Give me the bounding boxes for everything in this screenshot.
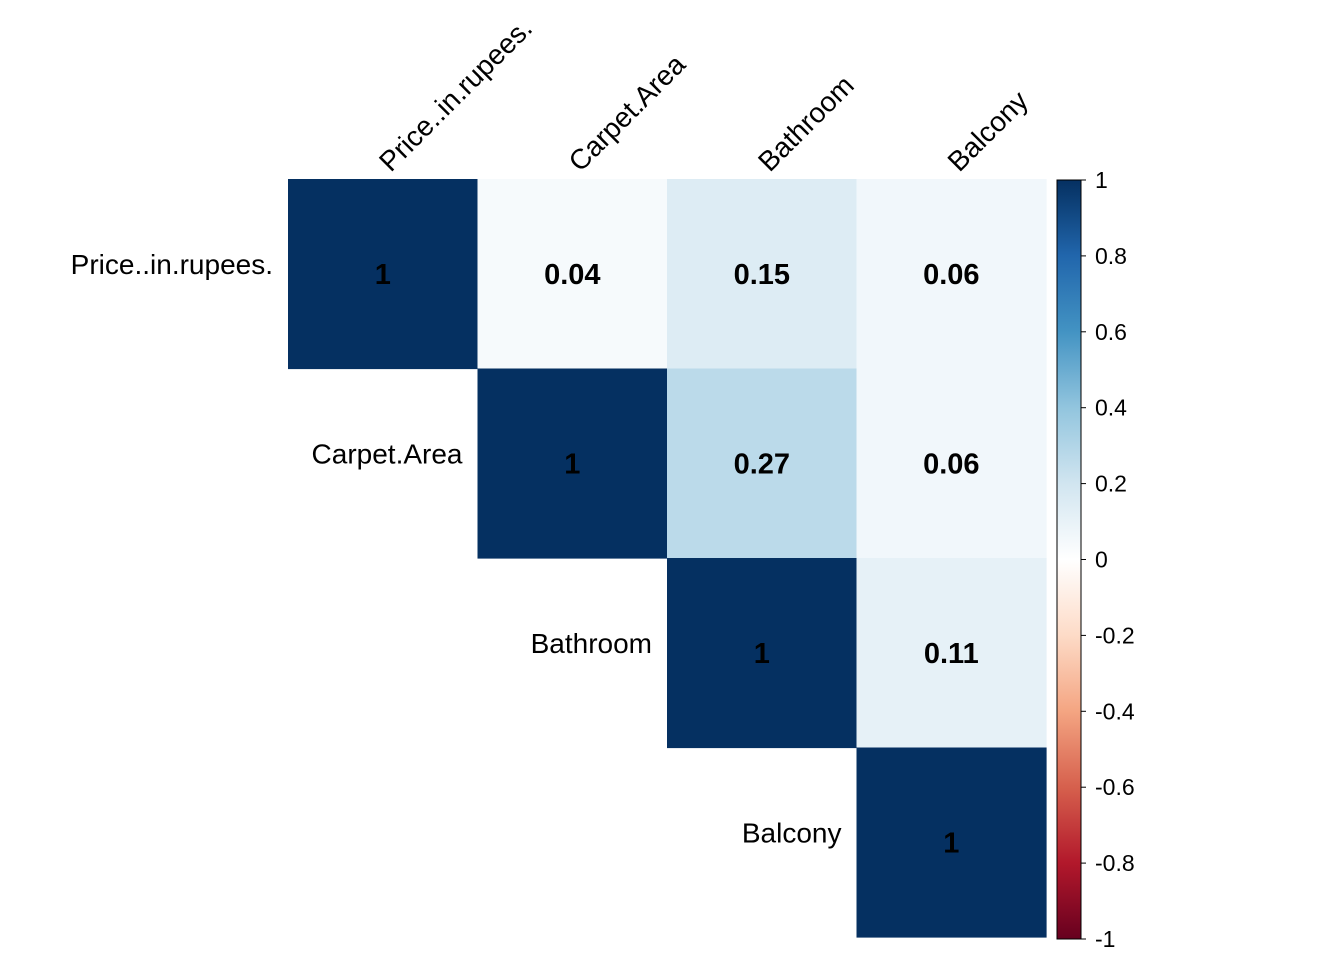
heatmap-cell	[288, 179, 479, 370]
color-legend-tick-label: 0.8	[1095, 243, 1127, 269]
color-legend: 1 0.8 0.6 0.4 0.2 0 -0.2 -0.4 -0.6 -0.8 -1	[1056, 167, 1135, 952]
cell-value-label: 1	[754, 638, 770, 670]
heatmap-cell	[856, 747, 1047, 938]
color-legend-tick-label: 0.4	[1095, 395, 1127, 421]
color-legend-bar	[1056, 179, 1082, 940]
color-legend-tick-label: -0.4	[1095, 698, 1135, 724]
color-legend-tick-label: -0.2	[1095, 622, 1135, 648]
cell-value-label: 1	[943, 827, 959, 859]
column-label: Price..in.rupees.	[373, 12, 538, 177]
cell-value-label: 1	[564, 448, 580, 480]
cell-value-label: 0.15	[734, 259, 790, 291]
column-label: Balcony	[942, 85, 1034, 177]
heatmap-cell	[856, 368, 1047, 559]
color-legend-ticks: 1 0.8 0.6 0.4 0.2 0 -0.2 -0.4 -0.6 -0.8 -1	[1081, 167, 1135, 952]
heatmap-cell	[477, 179, 668, 370]
row-label: Balcony	[742, 817, 842, 848]
color-legend-tick-label: -0.6	[1095, 774, 1135, 800]
cell-value-label: 0.06	[923, 448, 979, 480]
color-legend-tick-label: 0.2	[1095, 471, 1127, 497]
color-legend-tick-label: 0	[1095, 547, 1108, 573]
cell-value-label: 0.06	[923, 259, 979, 291]
row-labels: Price..in.rupees. Carpet.Area Bathroom Balc…	[71, 249, 842, 849]
column-labels: Price..in.rupees. Carpet.Area Bathroom Balc…	[373, 12, 1034, 177]
cell-value-label: 0.11	[924, 638, 979, 670]
color-legend-tick-label: -0.8	[1095, 850, 1135, 876]
heatmap-cell	[856, 179, 1047, 370]
heatmap-cell	[667, 368, 858, 559]
cell-value-label: 0.04	[544, 259, 600, 291]
column-label: Bathroom	[752, 69, 860, 177]
row-label: Price..in.rupees.	[71, 249, 273, 280]
cell-value-label: 0.27	[734, 448, 790, 480]
heatmap-cell	[667, 179, 858, 370]
heatmap-cell	[856, 558, 1047, 749]
heatmap-cell	[477, 368, 668, 559]
column-label: Carpet.Area	[563, 48, 692, 177]
cell-value-label: 1	[375, 259, 391, 291]
heatmap-cells: 1 0.04 0.15 0.06 1 0.27 0.06 1 0.11 1	[288, 179, 1047, 938]
row-label: Bathroom	[531, 628, 652, 659]
color-legend-tick-label: -1	[1095, 926, 1115, 952]
heatmap-cell	[667, 558, 858, 749]
color-legend-tick-label: 0.6	[1095, 319, 1127, 345]
color-legend-tick-label: 1	[1095, 167, 1108, 193]
row-label: Carpet.Area	[312, 438, 463, 469]
